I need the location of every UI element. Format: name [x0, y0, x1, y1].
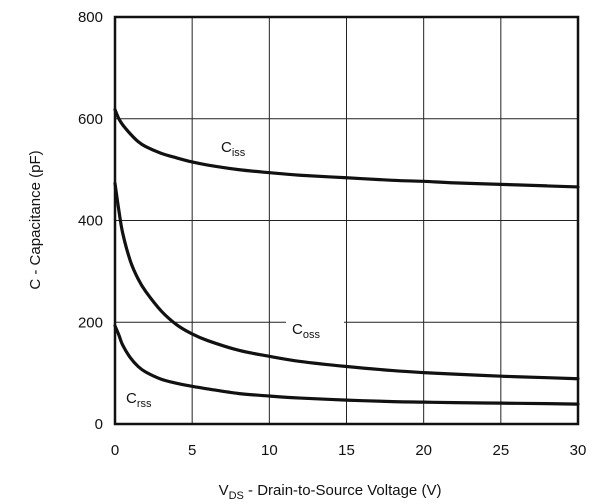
- x-tick-label: 15: [338, 442, 355, 459]
- series-line-ciss: [113, 107, 580, 189]
- series-labels: Ciss Coss Crss: [126, 139, 344, 410]
- series-label-crss: Crss: [126, 390, 152, 410]
- x-tick-labels: 0 5 10 15 20 25 30: [111, 442, 587, 459]
- x-tick-label: 20: [415, 442, 432, 459]
- y-tick-label: 0: [95, 416, 103, 433]
- x-tick-label: 25: [492, 442, 509, 459]
- plot-frame: [113, 15, 580, 426]
- x-tick-label: 0: [111, 442, 119, 459]
- series-line-crss: [113, 324, 580, 406]
- x-tick-label: 10: [261, 442, 278, 459]
- y-axis-title: C - Capacitance (pF): [27, 150, 44, 289]
- series-line-coss: [113, 181, 580, 381]
- x-axis-title: VDS - Drain-to-Source Voltage (V): [219, 482, 442, 502]
- series-label-coss: Coss: [292, 321, 320, 341]
- y-tick-labels: 0 200 400 600 800: [78, 9, 103, 433]
- y-tick-label: 800: [78, 9, 103, 26]
- x-tick-label: 30: [570, 442, 587, 459]
- y-tick-label: 200: [78, 314, 103, 331]
- series-label-background: [286, 318, 344, 342]
- x-tick-label: 5: [188, 442, 196, 459]
- grid: [115, 17, 578, 424]
- data-series: [113, 107, 580, 406]
- y-tick-label: 400: [78, 213, 103, 230]
- series-label-ciss: Ciss: [221, 139, 246, 159]
- y-tick-label: 600: [78, 111, 103, 128]
